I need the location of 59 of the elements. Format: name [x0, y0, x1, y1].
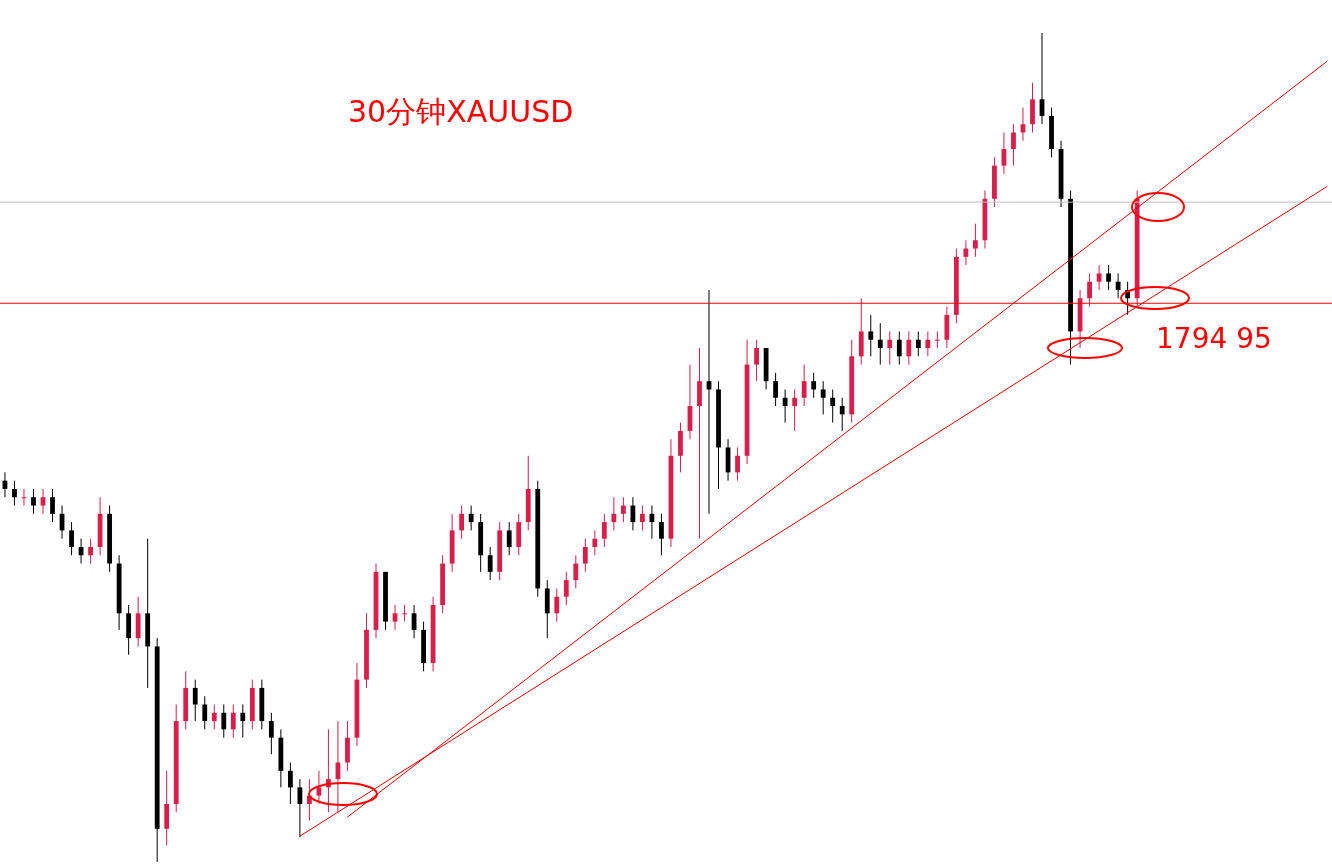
candlestick [230, 703, 236, 739]
candlestick [887, 330, 893, 366]
candlestick [934, 330, 940, 349]
candlestick [12, 480, 17, 507]
candlestick [31, 488, 36, 515]
candlestick [640, 505, 645, 531]
candlestick [506, 521, 512, 556]
candlestick [925, 330, 931, 357]
candlestick [554, 587, 560, 623]
candlestick [487, 546, 493, 581]
candlestick [839, 397, 845, 432]
candlestick [221, 703, 227, 739]
candlestick [573, 554, 579, 589]
candlestick [563, 571, 569, 606]
candlestick [896, 330, 902, 366]
candlestick [287, 762, 293, 805]
candlestick [754, 339, 759, 382]
candlestick [601, 513, 607, 548]
candlestick [1106, 264, 1112, 291]
candlestick [69, 521, 74, 556]
candlestick [973, 223, 978, 258]
candlestick [792, 388, 798, 432]
candlestick [868, 314, 874, 357]
candlestick [50, 488, 55, 523]
candlestick [459, 505, 465, 540]
candlestick [88, 538, 93, 565]
candlestick [735, 447, 740, 482]
candlestick [801, 364, 807, 407]
candlestick [402, 604, 407, 623]
text: 30分钟XAUUSD [348, 93, 574, 131]
candlestick [192, 679, 198, 722]
candlestick [268, 712, 274, 755]
candlestick [659, 513, 664, 556]
candlestick [877, 322, 883, 366]
candlestick [915, 330, 921, 357]
candlestick [202, 695, 208, 730]
candlestick [906, 330, 912, 366]
candlestick [392, 604, 398, 631]
candlestick [811, 372, 817, 399]
candlestick [297, 778, 303, 838]
candlestick [240, 703, 246, 739]
candlestick [963, 239, 969, 266]
candlestick [782, 388, 788, 424]
candlestick [620, 496, 626, 523]
candlestick [1096, 264, 1102, 291]
candlestick [630, 496, 636, 531]
candlestick [582, 538, 588, 573]
candlestick [211, 703, 217, 730]
candlestick [1087, 272, 1092, 308]
candlestick [820, 380, 826, 415]
candlestick [773, 372, 779, 407]
candlestick [468, 505, 474, 531]
candlestick [592, 529, 598, 556]
candlestick [611, 496, 617, 531]
candlestick [1115, 272, 1121, 299]
candlestick [1011, 123, 1016, 167]
annotation: 1794 95 [1156, 322, 1272, 355]
candlestick [40, 488, 46, 515]
candlestick [830, 388, 836, 424]
